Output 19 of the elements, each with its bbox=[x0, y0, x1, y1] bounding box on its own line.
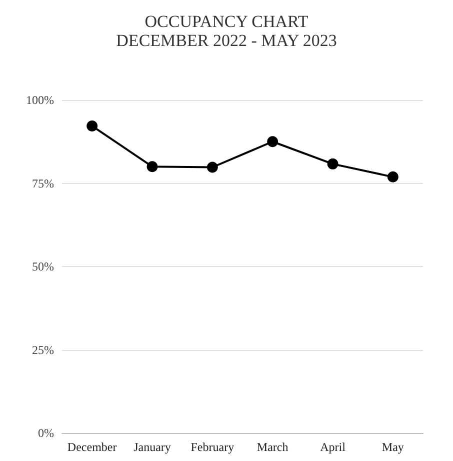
chart-title: OCCUPANCY CHART bbox=[144, 12, 309, 31]
y-tick-label: 25% bbox=[32, 342, 54, 357]
point bbox=[327, 158, 338, 170]
x-tick-label: April bbox=[320, 440, 346, 454]
y-tick-label: 75% bbox=[32, 176, 54, 190]
y-tick-label: 100% bbox=[26, 93, 54, 107]
point bbox=[267, 136, 278, 148]
point bbox=[206, 162, 218, 173]
x-tick-label: February bbox=[190, 440, 234, 454]
x-tick-label: December bbox=[67, 440, 117, 454]
y-tick-label: 0% bbox=[38, 426, 54, 440]
point bbox=[387, 171, 398, 182]
x-tick-label: May bbox=[382, 440, 404, 454]
chart-subtitle: DECEMBER 2022 - MAY 2023 bbox=[116, 31, 337, 50]
y-tick-label: 50% bbox=[32, 260, 54, 274]
x-tick-label: March bbox=[256, 440, 288, 454]
point bbox=[86, 120, 98, 132]
x-tick-label: January bbox=[134, 440, 171, 454]
point bbox=[146, 161, 158, 172]
